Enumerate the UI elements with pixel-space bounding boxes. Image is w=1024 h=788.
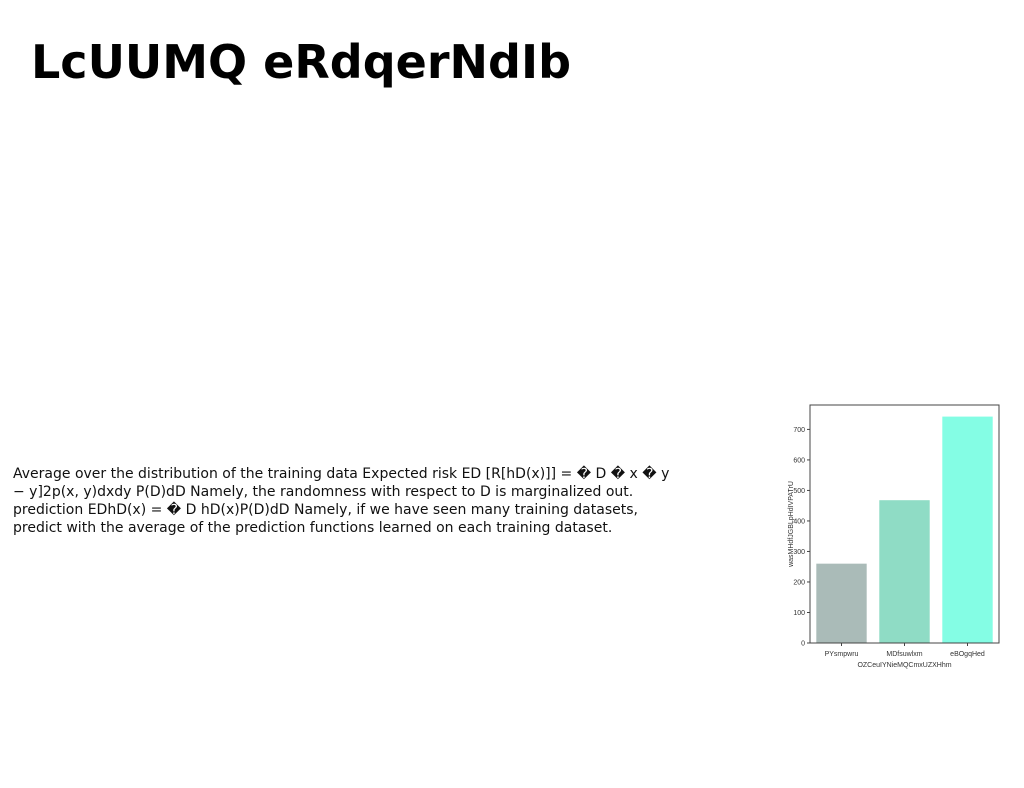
body-text-line: predict with the average of the predicti… (13, 520, 613, 536)
x-tick-label: MDfsuwlxm (886, 651, 922, 658)
y-tick-label: 500 (793, 488, 805, 495)
bar (816, 563, 867, 643)
x-tick-label: PYsmpwru (825, 651, 859, 658)
y-tick-label: 600 (793, 457, 805, 464)
body-text-line: Average over the distribution of the tra… (13, 466, 670, 482)
bar-chart-figure: 0 100 200 300 400 500 600 700 PYsmpwru MDfsuwlxm e… (780, 398, 1010, 678)
y-tick-label: 100 (793, 610, 805, 617)
y-tick-label: 0 (801, 641, 805, 648)
bar (942, 416, 993, 643)
y-axis-label: wasMHdfJGBLpHdIVPATrU (788, 481, 795, 568)
x-tick-label: eBOgqHed (950, 651, 985, 658)
bar (879, 500, 930, 643)
body-text-line: prediction EDhD(x) = � D hD(x)P(D)dD Nam… (13, 502, 638, 518)
y-tick-label: 300 (793, 549, 805, 556)
bar-chart: 0 100 200 300 400 500 600 700 PYsmpwru MDfsuwlxm e… (788, 404, 1000, 669)
y-tick-label: 200 (793, 579, 805, 586)
y-tick-label: 700 (793, 427, 805, 434)
slide-title: LcUUMQ eRdqerNdIb (31, 35, 572, 89)
y-tick-label: 400 (793, 518, 805, 525)
x-axis-label: OZCeuIYNieMQCmxUZXHhm (857, 662, 951, 669)
body-text: Average over the distribution of the tra… (13, 465, 670, 537)
body-text-line: − y]2p(x, y)dxdy P(D)dD Namely, the rand… (13, 484, 634, 500)
